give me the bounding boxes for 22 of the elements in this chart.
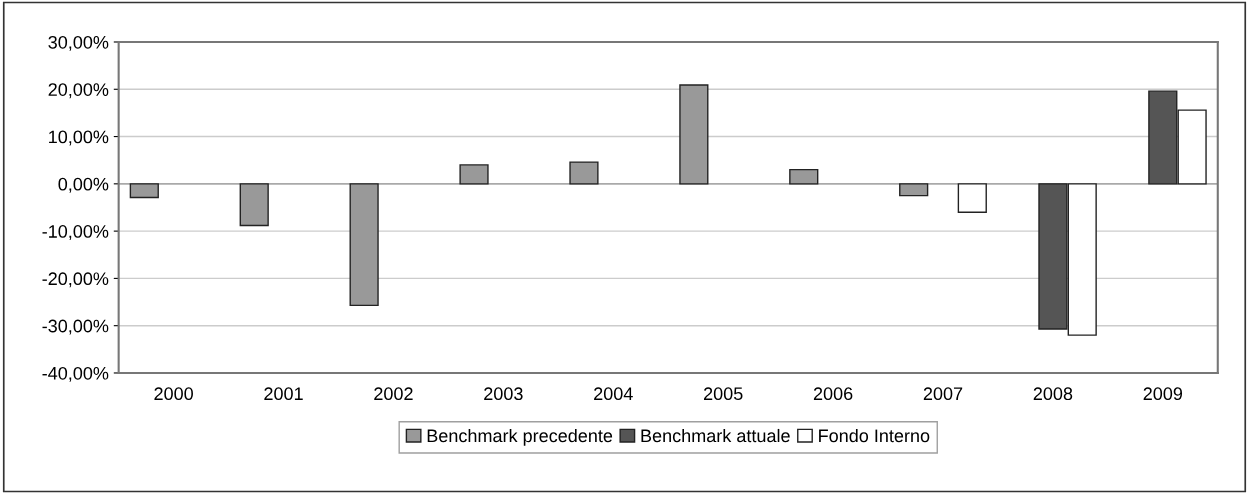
bar xyxy=(957,183,987,213)
x-tick-label: 2007 xyxy=(923,387,963,401)
x-tick-label: 2009 xyxy=(1143,387,1183,401)
x-tick-label: 2004 xyxy=(594,387,633,401)
x-tick-label: 2000 xyxy=(154,387,193,401)
x-tick-label: 2008 xyxy=(1033,387,1073,401)
legend-label: Fondo Interno xyxy=(819,428,930,443)
x-tick-label: 2003 xyxy=(484,387,523,401)
x-tick-label: 2002 xyxy=(374,387,413,401)
y-tick-label: -20,00% xyxy=(42,272,109,288)
x-tick-label: 2006 xyxy=(813,387,853,401)
y-tick-label: 0,00% xyxy=(58,177,109,193)
y-tick-label: -30,00% xyxy=(42,319,109,335)
legend-label: Benchmark attuale xyxy=(641,428,790,443)
y-tick-label: 30,00% xyxy=(48,35,109,51)
x-tick-label: 2005 xyxy=(704,387,743,401)
y-tick-label: -40,00% xyxy=(42,366,109,382)
y-tick-label: -10,00% xyxy=(42,225,109,240)
legend-label: Benchmark precedente xyxy=(427,428,613,446)
x-tick-label: 2001 xyxy=(264,387,303,401)
y-tick-label: 10,00% xyxy=(49,130,109,146)
y-tick-label: 20,00% xyxy=(48,83,109,99)
